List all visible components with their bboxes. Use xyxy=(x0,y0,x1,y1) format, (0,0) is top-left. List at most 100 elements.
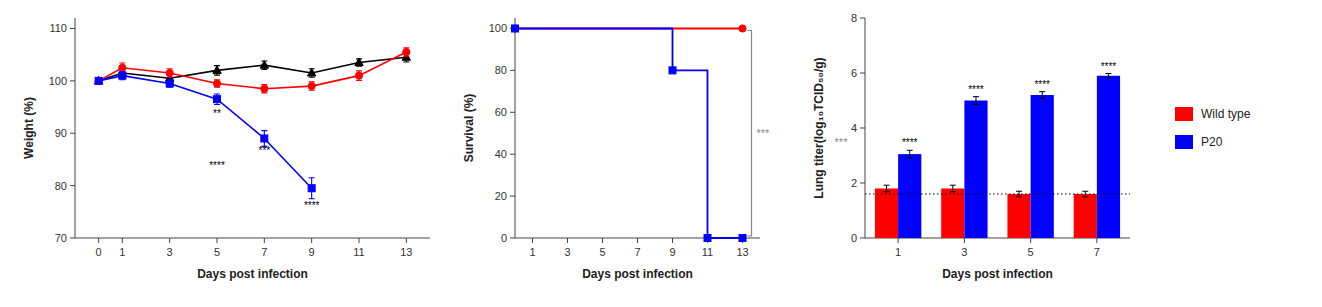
y-tick xyxy=(860,73,865,74)
annotation: *** xyxy=(757,127,771,139)
marker xyxy=(739,25,746,32)
y-tick-label: 90 xyxy=(55,127,67,139)
marker xyxy=(213,80,220,87)
x-axis-label: Days post infection xyxy=(582,267,693,281)
y-tick xyxy=(70,28,75,29)
error-bar xyxy=(973,97,979,105)
x-tick-label: 7 xyxy=(261,246,267,258)
annotation: ** xyxy=(213,108,221,119)
bar xyxy=(941,189,964,239)
series-line xyxy=(99,57,407,81)
x-tick xyxy=(898,238,899,243)
x-tick xyxy=(532,238,533,243)
y-tick xyxy=(510,70,515,71)
series-line xyxy=(99,52,407,89)
plot-area xyxy=(94,48,410,199)
y-tick-label: 0 xyxy=(851,232,857,244)
x-tick xyxy=(406,238,407,243)
y-axis xyxy=(515,18,516,238)
annotation: **** xyxy=(209,160,225,171)
legend-label: Wild type xyxy=(1201,107,1251,121)
annotation: *** xyxy=(258,145,270,156)
x-tick xyxy=(964,238,965,243)
error-bar xyxy=(309,178,315,199)
y-tick xyxy=(510,238,515,239)
x-tick xyxy=(98,238,99,243)
annotation: **** xyxy=(968,84,984,95)
x-tick xyxy=(602,238,603,243)
bar xyxy=(964,101,987,239)
y-tick-label: 0 xyxy=(501,232,507,244)
x-tick-label: 3 xyxy=(961,246,967,258)
series-line xyxy=(515,28,743,238)
error-bar xyxy=(96,78,102,83)
y-tick-label: 80 xyxy=(495,64,507,76)
y-tick xyxy=(70,80,75,81)
y-axis-label: Lung titer(log₁₀TCID₅₀/g) xyxy=(812,57,826,198)
bracket xyxy=(748,30,752,236)
y-tick xyxy=(860,18,865,19)
marker xyxy=(166,80,173,87)
x-axis-label: Days post infection xyxy=(197,267,308,281)
error-bar xyxy=(119,71,125,79)
y-tick-label: 80 xyxy=(55,180,67,192)
x-tick xyxy=(264,238,265,243)
plot-area xyxy=(865,74,1130,238)
marker xyxy=(739,235,746,242)
y-tick-label: 100 xyxy=(489,22,507,34)
y-tick xyxy=(70,133,75,134)
annotation: **** xyxy=(902,137,918,148)
bar xyxy=(1031,95,1054,238)
marker xyxy=(95,77,102,84)
annotation: **** xyxy=(1034,79,1050,90)
error-bar xyxy=(884,185,890,192)
error-bar xyxy=(96,78,102,83)
marker xyxy=(704,235,711,242)
marker xyxy=(512,25,519,32)
y-tick-label: 100 xyxy=(49,75,67,87)
error-bar xyxy=(214,94,220,104)
x-tick-label: 9 xyxy=(669,246,675,258)
marker xyxy=(308,185,315,192)
y-tick-label: 8 xyxy=(851,12,857,24)
y-tick xyxy=(510,154,515,155)
marker xyxy=(214,96,221,103)
x-tick xyxy=(311,238,312,243)
reference-line xyxy=(865,193,1130,194)
x-tick xyxy=(1096,238,1097,243)
x-tick-label: 9 xyxy=(309,246,315,258)
bar xyxy=(1007,194,1030,238)
marker xyxy=(308,82,315,89)
error-bar xyxy=(1105,74,1111,78)
bar xyxy=(1097,76,1120,238)
x-axis xyxy=(75,238,430,239)
legend-label: P20 xyxy=(1201,135,1223,149)
error-bar xyxy=(950,185,956,192)
annotation: *** xyxy=(835,136,849,148)
annotation: **** xyxy=(304,200,320,211)
error-bar xyxy=(214,80,220,87)
bar xyxy=(898,154,921,238)
error-bar xyxy=(1039,92,1045,99)
y-axis xyxy=(75,18,76,238)
x-tick-label: 5 xyxy=(599,246,605,258)
error-bar xyxy=(309,82,315,90)
x-tick-label: 3 xyxy=(167,246,173,258)
y-tick xyxy=(860,183,865,184)
x-tick xyxy=(567,238,568,243)
marker xyxy=(119,64,126,71)
x-tick-label: 7 xyxy=(634,246,640,258)
marker xyxy=(260,61,268,69)
panel: 020406080100135791113Days post infection… xyxy=(462,18,770,281)
y-tick xyxy=(510,196,515,197)
annotation: **** xyxy=(1101,61,1117,72)
y-tick xyxy=(860,238,865,239)
y-tick xyxy=(860,128,865,129)
y-tick-label: 70 xyxy=(55,232,67,244)
y-axis-label: Weight (%) xyxy=(22,97,36,159)
bar xyxy=(875,189,898,239)
marker xyxy=(307,69,315,77)
marker xyxy=(94,76,102,84)
x-tick xyxy=(637,238,638,243)
x-tick-label: 3 xyxy=(564,246,570,258)
